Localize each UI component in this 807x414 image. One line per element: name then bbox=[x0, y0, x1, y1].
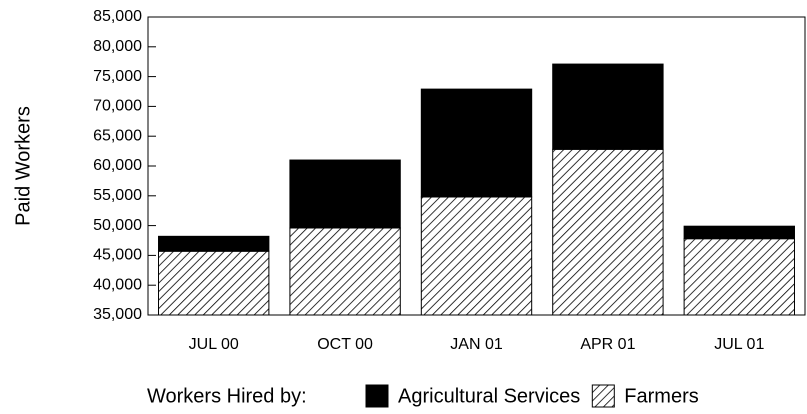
y-tick-label: 40,000 bbox=[93, 276, 142, 293]
bar-segment bbox=[158, 235, 270, 252]
y-tick-label: 35,000 bbox=[93, 306, 142, 323]
bar-segment bbox=[420, 88, 533, 198]
y-tick-label: 80,000 bbox=[93, 38, 142, 55]
bar-segment bbox=[552, 148, 664, 316]
y-tick-label: 75,000 bbox=[93, 68, 142, 85]
bar-segment bbox=[289, 159, 401, 229]
bar-segment bbox=[158, 250, 270, 316]
legend-swatch bbox=[591, 384, 615, 408]
y-tick-label: 50,000 bbox=[93, 217, 142, 234]
legend-label: Agricultural Services bbox=[398, 385, 580, 407]
x-tick-label: OCT 00 bbox=[317, 336, 373, 353]
plot-frame bbox=[147, 16, 806, 316]
bar-segment bbox=[552, 63, 664, 150]
legend-label: Farmers bbox=[624, 385, 698, 407]
y-tick-label: 60,000 bbox=[93, 157, 142, 174]
bar-segment bbox=[289, 227, 401, 316]
x-tick-label: APR 01 bbox=[580, 336, 635, 353]
legend-swatch bbox=[365, 384, 389, 408]
y-tick-label: 85,000 bbox=[93, 8, 142, 25]
y-tick-label: 65,000 bbox=[93, 127, 142, 144]
y-axis-label: Paid Workers bbox=[12, 106, 34, 226]
y-tick-label: 45,000 bbox=[93, 247, 142, 264]
y-tick-label: 70,000 bbox=[93, 98, 142, 115]
x-tick-label: JUL 00 bbox=[189, 336, 239, 353]
bar-segment bbox=[420, 196, 533, 316]
legend-title: Workers Hired by: bbox=[147, 385, 307, 407]
bar-segment bbox=[683, 225, 795, 240]
x-tick-label: JUL 01 bbox=[714, 336, 764, 353]
y-tick-label: 55,000 bbox=[93, 187, 142, 204]
x-tick-label: JAN 01 bbox=[450, 336, 503, 353]
bar-segment bbox=[683, 238, 795, 316]
